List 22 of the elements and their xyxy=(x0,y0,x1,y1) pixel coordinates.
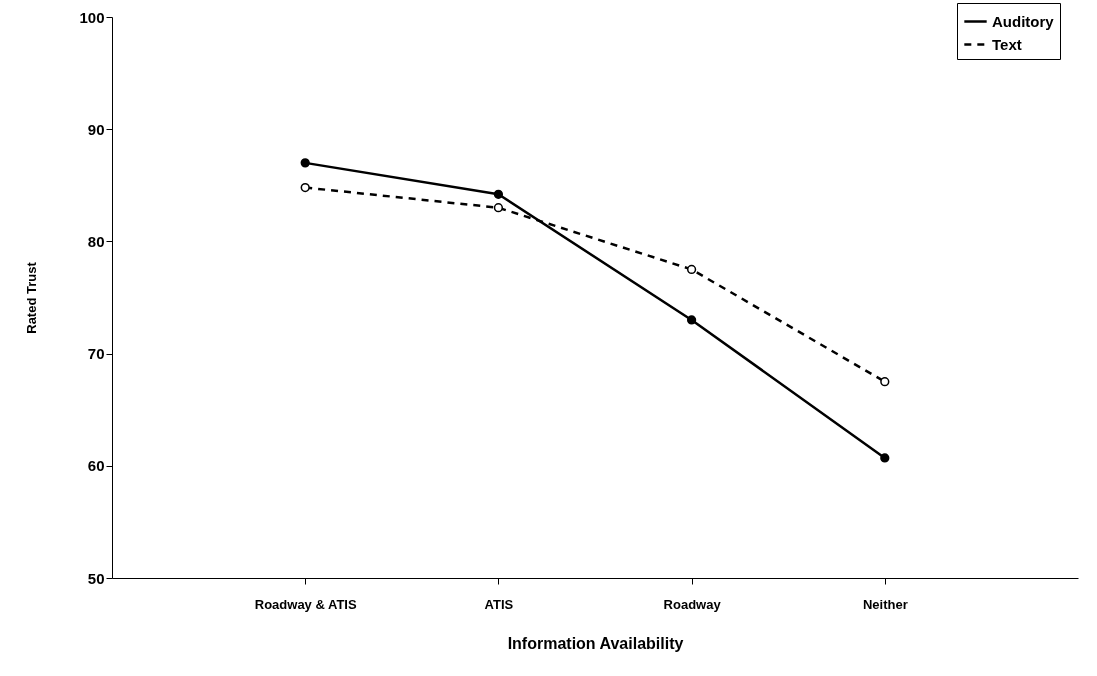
x-tick-label: ATIS xyxy=(484,596,514,612)
point xyxy=(493,189,504,199)
legend-label: Text xyxy=(992,35,1022,53)
point xyxy=(493,203,504,213)
y-tick-label: 100 xyxy=(79,8,105,26)
x-tick-label: Neither xyxy=(862,596,908,612)
y-tick-label: 60 xyxy=(87,457,105,475)
y-tick-label: 80 xyxy=(87,232,105,250)
legend-label: Auditory xyxy=(992,12,1055,30)
y-tick-label: 90 xyxy=(87,120,105,138)
point xyxy=(300,182,310,193)
point xyxy=(880,453,890,463)
point xyxy=(686,264,697,275)
point xyxy=(300,158,310,168)
point xyxy=(686,315,697,325)
y-axis-title: Rated Trust xyxy=(24,261,40,334)
x-tick-label: Roadway & ATIS xyxy=(254,596,357,612)
point xyxy=(880,377,890,387)
y-tick-label: 50 xyxy=(87,569,105,587)
x-tick-label: Roadway xyxy=(663,596,722,612)
y-tick-label: 70 xyxy=(87,345,105,363)
x-axis-title: Information Availability xyxy=(507,634,684,652)
